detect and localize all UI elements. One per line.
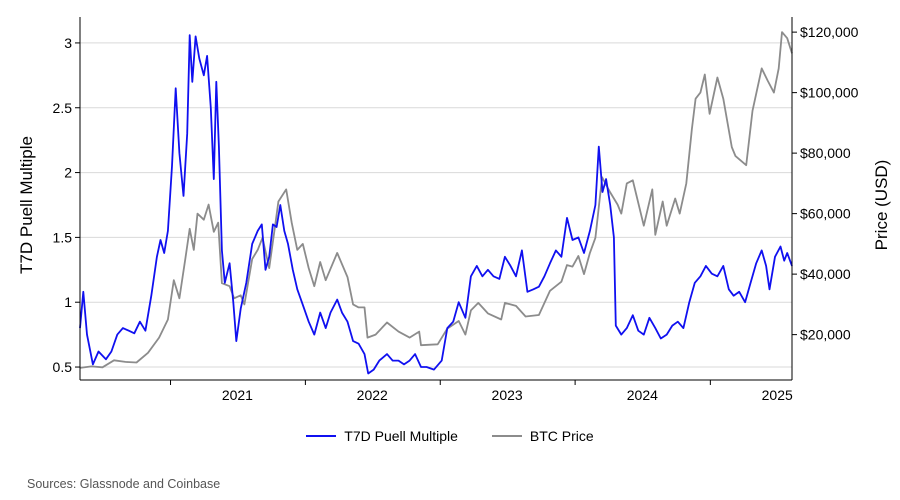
right-tick-label: $20,000 — [800, 327, 851, 343]
source-note: Sources: Glassnode and Coinbase — [27, 477, 221, 491]
right-tick-label: $80,000 — [800, 145, 851, 161]
axes — [79, 17, 793, 381]
x-tick-label: 2023 — [492, 387, 523, 403]
legend-item-btc-price[interactable]: BTC Price — [491, 428, 594, 444]
btc-price-line — [79, 31, 793, 369]
right-tick-label: $120,000 — [800, 24, 859, 40]
legend-swatch-puell — [306, 435, 337, 437]
right-tick-label: $40,000 — [800, 266, 851, 282]
legend-item-puell[interactable]: T7D Puell Multiple — [306, 428, 458, 444]
left-tick-label: 0.5 — [53, 359, 73, 375]
left-tick-label: 1 — [64, 294, 72, 310]
right-axis-ticks: $20,000 $40,000 $60,000 $80,000 $100,000 $120… — [792, 24, 859, 343]
left-tick-label: 1.5 — [53, 229, 73, 245]
left-axis-title: T7D Puell Multiple — [17, 136, 36, 274]
legend: T7D Puell Multiple BTC Price — [0, 428, 900, 444]
gridlines — [80, 42, 792, 368]
legend-swatch-btc-price — [491, 435, 522, 437]
chart: 0.5 1 1.5 2 2.5 3 $20,000 $40,000 $60,000 $80,00… — [17, 17, 891, 403]
x-tick-label: 2021 — [222, 387, 253, 403]
legend-label-btc-price: BTC Price — [529, 428, 594, 444]
left-axis-ticks: 0.5 1 1.5 2 2.5 3 — [53, 35, 80, 375]
right-tick-label: $100,000 — [800, 85, 859, 101]
x-tick-label: 2024 — [627, 387, 658, 403]
left-tick-label: 2 — [64, 165, 72, 181]
right-axis-title: Price (USD) — [872, 160, 891, 251]
legend-label-puell: T7D Puell Multiple — [344, 428, 458, 444]
puell-multiple-line — [79, 34, 793, 375]
x-tick-label: 2022 — [357, 387, 388, 403]
x-axis-ticks: 2021 2022 2023 2024 2025 — [170, 380, 793, 403]
left-tick-label: 3 — [64, 35, 72, 51]
series-layer — [79, 31, 793, 375]
left-tick-label: 2.5 — [53, 100, 73, 116]
x-tick-label: 2025 — [762, 387, 793, 403]
right-tick-label: $60,000 — [800, 206, 851, 222]
